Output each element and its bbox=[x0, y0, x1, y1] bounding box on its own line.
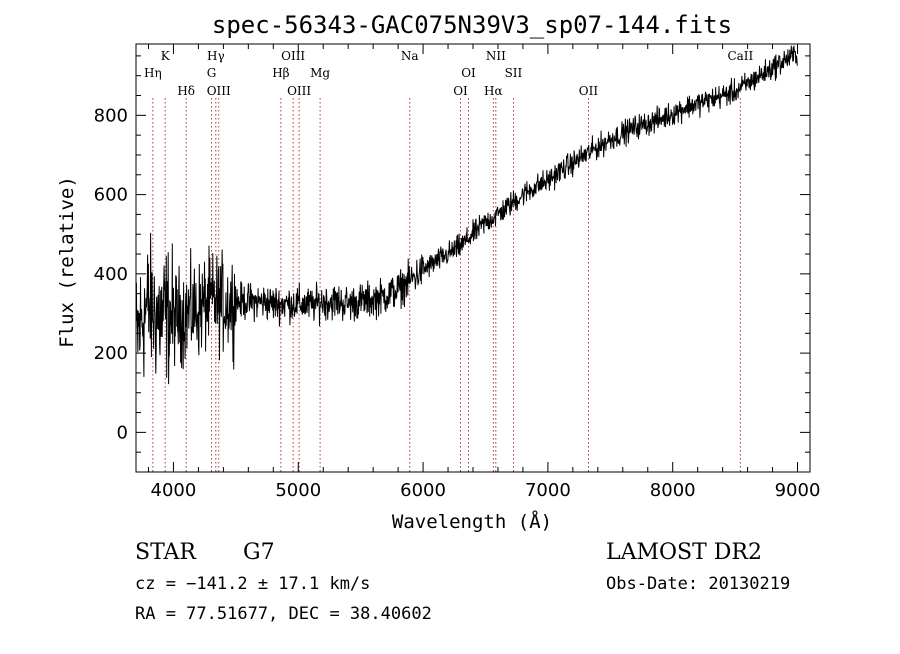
spectral-line-label: OIII bbox=[281, 49, 305, 63]
y-tick-label: 600 bbox=[94, 185, 128, 206]
spectral-line-label: CaII bbox=[727, 49, 753, 63]
x-tick-label: 4000 bbox=[151, 480, 197, 501]
spectral-line-label: SII bbox=[505, 66, 523, 80]
object-subclass: G7 bbox=[243, 540, 275, 565]
x-tick-label: 9000 bbox=[775, 480, 821, 501]
spectral-line-label: Mg bbox=[310, 66, 330, 80]
sky-coordinates: RA = 77.51677, DEC = 38.40602 bbox=[135, 604, 432, 624]
x-tick-label: 6000 bbox=[400, 480, 446, 501]
spectral-line-label: NII bbox=[486, 49, 506, 63]
spectrum-series-line bbox=[135, 45, 798, 385]
spectral-line-label: Na bbox=[401, 49, 419, 63]
spectral-line-label: K bbox=[161, 49, 171, 63]
spectral-line-label: G bbox=[207, 66, 217, 80]
spectral-line-label: Hβ bbox=[272, 66, 289, 80]
spectral-line-label: OII bbox=[579, 84, 599, 98]
survey-name: LAMOST DR2 bbox=[606, 540, 762, 565]
spectral-line-label: Hγ bbox=[207, 49, 225, 63]
redshift-velocity: cz = −141.2 ± 17.1 km/s bbox=[135, 574, 370, 594]
y-tick-label: 400 bbox=[94, 264, 128, 285]
spectral-line-label: Hα bbox=[484, 84, 503, 98]
object-class: STAR bbox=[135, 540, 197, 565]
spectral-line-label: OI bbox=[461, 66, 476, 80]
spectral-line-label: OIII bbox=[207, 84, 231, 98]
x-tick-label: 5000 bbox=[275, 480, 321, 501]
x-tick-label: 7000 bbox=[525, 480, 571, 501]
x-tick-label: 8000 bbox=[650, 480, 696, 501]
spectral-line-label: OIII bbox=[287, 84, 311, 98]
chart-title: spec-56343-GAC075N39V3_sp07-144.fits bbox=[212, 11, 732, 39]
observation-date: Obs-Date: 20130219 bbox=[606, 574, 790, 594]
y-tick-label: 0 bbox=[117, 422, 128, 443]
y-tick-label: 800 bbox=[94, 105, 128, 126]
spectral-line-label: Hη bbox=[144, 66, 162, 80]
x-axis-label: Wavelength (Å) bbox=[392, 510, 552, 533]
spectral-line-label: Hδ bbox=[177, 84, 195, 98]
y-tick-label: 200 bbox=[94, 343, 128, 364]
y-axis-label: Flux (relative) bbox=[56, 176, 78, 348]
spectral-line-label: OI bbox=[453, 84, 468, 98]
